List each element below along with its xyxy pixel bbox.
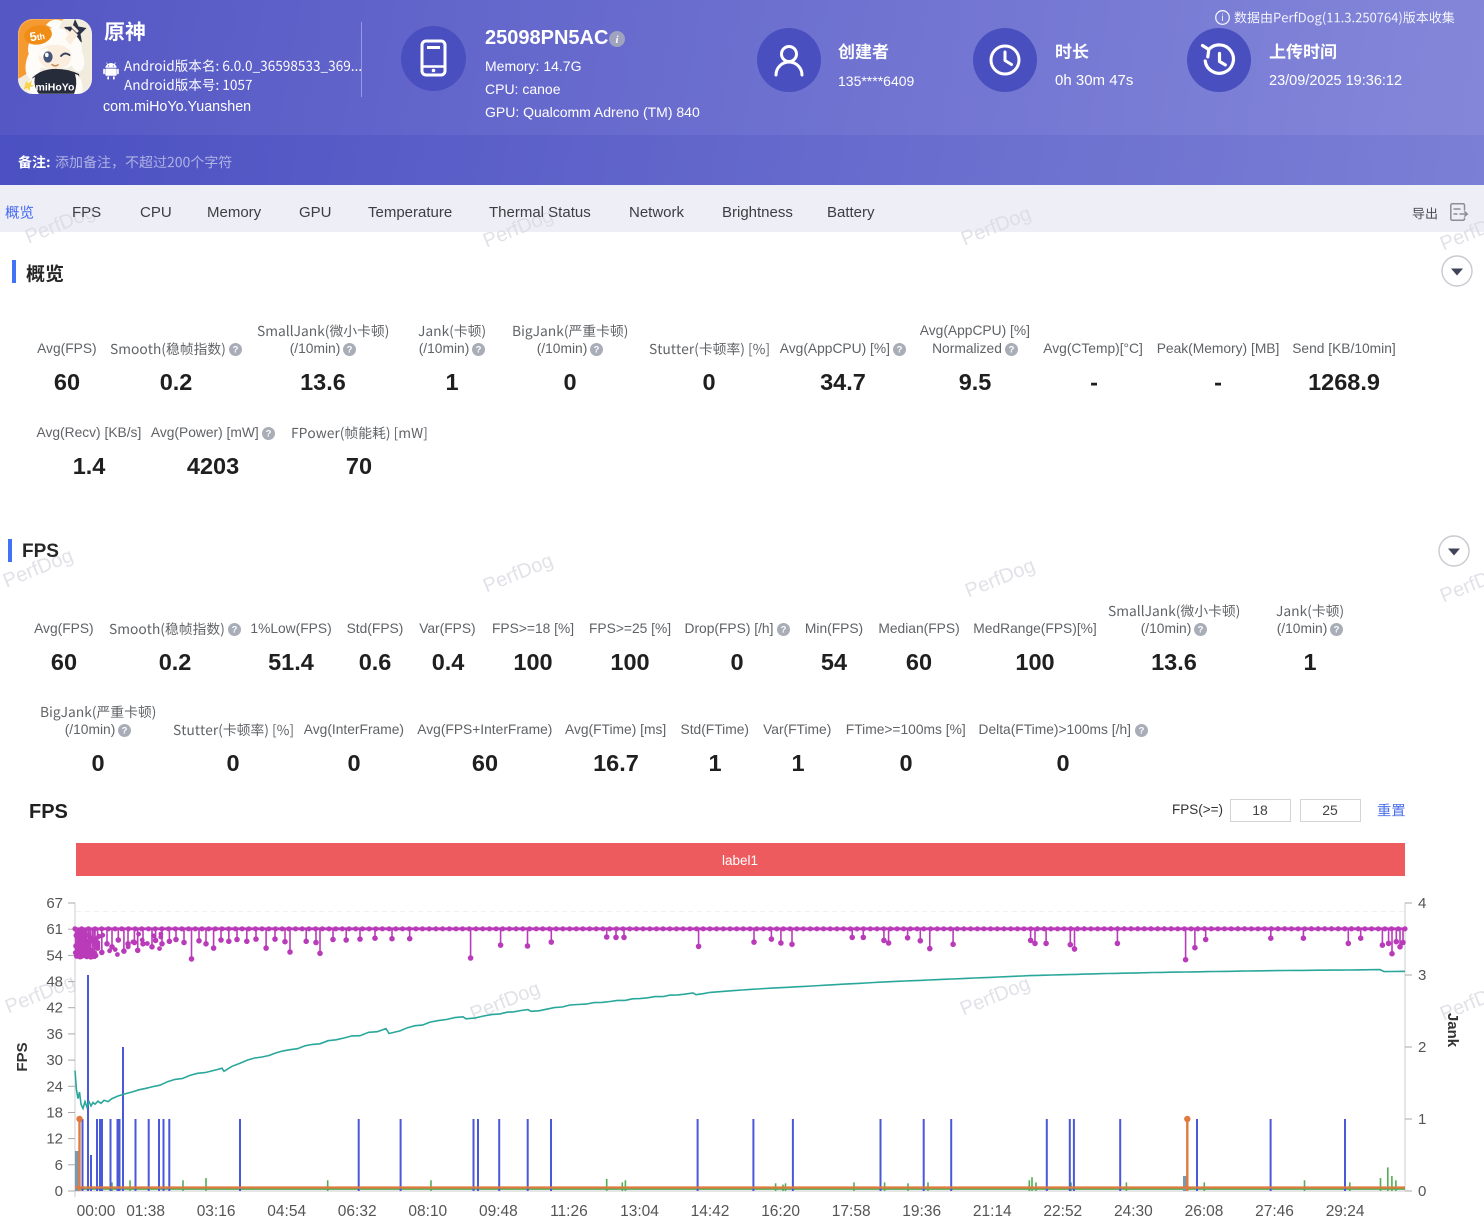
svg-text:FPS: FPS xyxy=(14,1042,31,1071)
svg-text:?: ? xyxy=(1334,625,1340,636)
svg-text:2: 2 xyxy=(1418,1039,1426,1056)
svg-text:36: 36 xyxy=(46,1026,63,1043)
svg-text:14:42: 14:42 xyxy=(691,1203,730,1220)
svg-text:67: 67 xyxy=(46,895,63,912)
svg-text:24: 24 xyxy=(46,1078,63,1095)
svg-text:30: 30 xyxy=(46,1052,63,1069)
svg-text:13:04: 13:04 xyxy=(620,1203,659,1220)
svg-text:?: ? xyxy=(232,345,238,356)
svg-text:?: ? xyxy=(231,625,237,636)
svg-text:Jank: Jank xyxy=(1444,1013,1461,1048)
svg-text:61: 61 xyxy=(46,921,63,938)
svg-text:17:58: 17:58 xyxy=(832,1203,871,1220)
svg-text:i: i xyxy=(1221,13,1223,24)
svg-text:26:08: 26:08 xyxy=(1185,1203,1224,1220)
svg-text:24:30: 24:30 xyxy=(1114,1203,1153,1220)
svg-text:42: 42 xyxy=(46,1000,63,1017)
svg-text:21:14: 21:14 xyxy=(973,1203,1012,1220)
svg-text:4: 4 xyxy=(1418,895,1426,912)
svg-text:?: ? xyxy=(780,625,786,636)
svg-text:12: 12 xyxy=(46,1131,63,1148)
svg-text:22:52: 22:52 xyxy=(1043,1203,1082,1220)
svg-text:06:32: 06:32 xyxy=(338,1203,377,1220)
svg-text:11:26: 11:26 xyxy=(550,1203,588,1220)
svg-text:01:38: 01:38 xyxy=(126,1203,165,1220)
svg-text:?: ? xyxy=(897,345,903,356)
svg-text:09:48: 09:48 xyxy=(479,1203,518,1220)
svg-text:?: ? xyxy=(1138,726,1144,737)
svg-text:08:10: 08:10 xyxy=(408,1203,447,1220)
svg-text:3: 3 xyxy=(1418,967,1426,984)
svg-text:0: 0 xyxy=(1418,1183,1426,1200)
svg-text:?: ? xyxy=(1198,625,1204,636)
svg-text:27:46: 27:46 xyxy=(1255,1203,1294,1220)
svg-text:48: 48 xyxy=(46,974,63,991)
svg-text:6: 6 xyxy=(55,1157,63,1174)
svg-text:5th: 5th xyxy=(29,28,46,44)
svg-text:?: ? xyxy=(122,726,128,737)
svg-text:i: i xyxy=(615,34,619,46)
svg-text:0: 0 xyxy=(55,1183,63,1200)
svg-text:?: ? xyxy=(476,345,482,356)
svg-text:29:24: 29:24 xyxy=(1326,1203,1365,1220)
svg-text:miHoYo: miHoYo xyxy=(36,82,75,94)
svg-text:03:16: 03:16 xyxy=(197,1203,236,1220)
svg-text:18: 18 xyxy=(46,1105,63,1122)
svg-text:?: ? xyxy=(347,345,353,356)
svg-text:16:20: 16:20 xyxy=(761,1203,800,1220)
svg-text:19:36: 19:36 xyxy=(902,1203,941,1220)
svg-text:?: ? xyxy=(266,429,272,440)
svg-text:04:54: 04:54 xyxy=(267,1203,306,1220)
svg-text:?: ? xyxy=(594,345,600,356)
svg-text:1: 1 xyxy=(1418,1111,1426,1128)
svg-text:54: 54 xyxy=(46,947,63,964)
svg-text:00:00: 00:00 xyxy=(77,1203,116,1220)
svg-text:?: ? xyxy=(1008,345,1014,356)
